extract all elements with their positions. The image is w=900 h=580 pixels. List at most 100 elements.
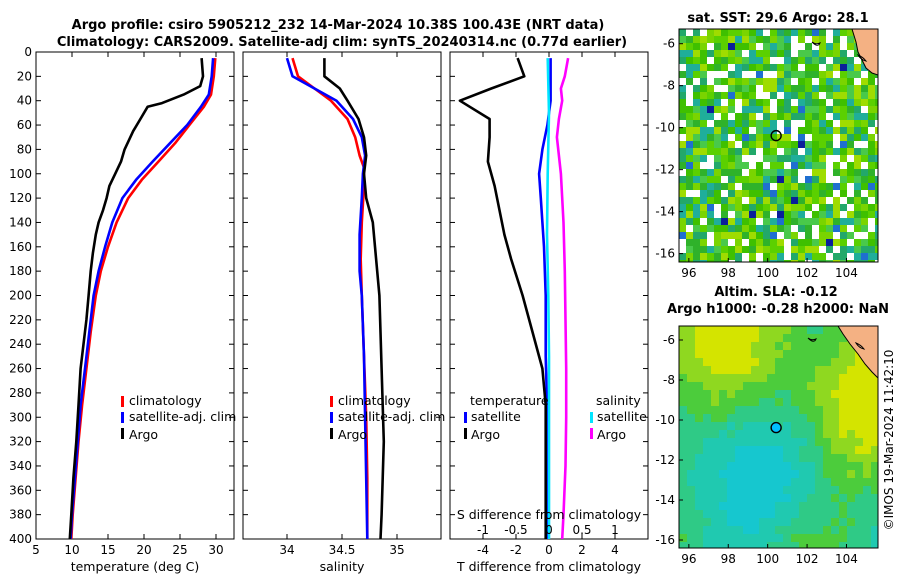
sst-cell (798, 141, 805, 148)
sst-cell (840, 169, 847, 176)
sst-cell (847, 190, 854, 197)
sla-cell (791, 470, 799, 478)
sst-cell (826, 253, 833, 260)
sst-cell (735, 211, 742, 218)
sst-cell (805, 253, 812, 260)
sst-cell (693, 162, 700, 169)
sst-cell (833, 141, 840, 148)
sst-cell (679, 120, 686, 127)
sla-cell (719, 342, 727, 350)
sst-cell (721, 85, 728, 92)
sla-cell (839, 382, 847, 390)
sla-cell (791, 334, 799, 342)
sst-cell (686, 211, 693, 218)
sla-cell (855, 358, 863, 366)
sst-cell (784, 204, 791, 211)
sst-cell (833, 253, 840, 260)
sst-cell (686, 92, 693, 99)
sst-cell (700, 78, 707, 85)
sst-cell (763, 99, 770, 106)
sla-cell (831, 462, 839, 470)
sla-cell (799, 462, 807, 470)
sst-cell (875, 120, 878, 127)
sst-cell (805, 239, 812, 246)
sst-cell (728, 253, 735, 260)
sst-cell (798, 85, 805, 92)
sla-cell (791, 494, 799, 502)
sla-cell (735, 526, 743, 534)
sla-cell (839, 446, 847, 454)
sla-cell (823, 382, 831, 390)
sla-cell (743, 350, 751, 358)
sla-cell (751, 350, 759, 358)
difference-panel: -4 -2 0 2 4 -1 -0.5 0 0.5 1 S difference from cl… (449, 51, 649, 574)
sla-cell (863, 374, 871, 382)
sla-cell (847, 518, 855, 526)
sla-cell (783, 510, 791, 518)
sst-cell (819, 29, 826, 36)
sst-cell (777, 106, 784, 113)
sst-cell (749, 29, 756, 36)
sla-cell (799, 454, 807, 462)
sst-cell (812, 141, 819, 148)
sst-cell (854, 239, 861, 246)
sst-cell (756, 127, 763, 134)
sst-cell (700, 36, 707, 43)
sla-cell (735, 470, 743, 478)
x-tick-label: -2 (510, 543, 522, 557)
sla-cell (767, 526, 775, 534)
sst-cell (840, 218, 847, 225)
sst-cell (763, 106, 770, 113)
sst-cell (854, 183, 861, 190)
sla-cell (863, 446, 871, 454)
sst-cell (735, 36, 742, 43)
sst-cell (721, 57, 728, 64)
y-tick-label: 180 (9, 264, 32, 278)
sla-cell (767, 486, 775, 494)
figure-title-line1: Argo profile: csiro 5905212_232 14-Mar-2… (72, 18, 605, 33)
sst-cell (791, 239, 798, 246)
sla-cell (831, 438, 839, 446)
sla-cell (695, 406, 703, 414)
sst-cell (777, 190, 784, 197)
sst-cell (784, 85, 791, 92)
sst-cell (721, 120, 728, 127)
sla-cell (711, 430, 719, 438)
legend-label-t-argo: Argo (471, 427, 500, 442)
sla-cell (855, 502, 863, 510)
sst-cell (749, 169, 756, 176)
sst-cell (805, 183, 812, 190)
sst-cell (686, 106, 693, 113)
sst-cell (791, 106, 798, 113)
sla-cell (799, 430, 807, 438)
sst-cell (686, 57, 693, 64)
sst-cell (798, 127, 805, 134)
sst-cell (875, 155, 878, 162)
sla-cell (807, 518, 815, 526)
sla-cell (863, 534, 871, 542)
sla-cell (719, 518, 727, 526)
sst-cell (686, 78, 693, 85)
sst-cell (756, 253, 763, 260)
sst-cell (749, 204, 756, 211)
sla-cell (743, 534, 751, 542)
sst-cell (707, 246, 714, 253)
sla-cell (775, 510, 783, 518)
sst-cell (679, 50, 686, 57)
sst-cell (742, 155, 749, 162)
sla-cell (855, 510, 863, 518)
sst-cell (798, 36, 805, 43)
sla-cell (695, 534, 703, 542)
sst-cell (819, 71, 826, 78)
sla-cell (855, 478, 863, 486)
sla-cell (847, 406, 855, 414)
sla-cell (775, 414, 783, 422)
sst-cell (826, 92, 833, 99)
sst-cell (763, 225, 770, 232)
sst-cell (798, 78, 805, 85)
sla-cell (679, 502, 687, 510)
sst-cell (700, 141, 707, 148)
sst-cell (861, 197, 868, 204)
sst-cell (819, 211, 826, 218)
sst-cell (693, 232, 700, 239)
